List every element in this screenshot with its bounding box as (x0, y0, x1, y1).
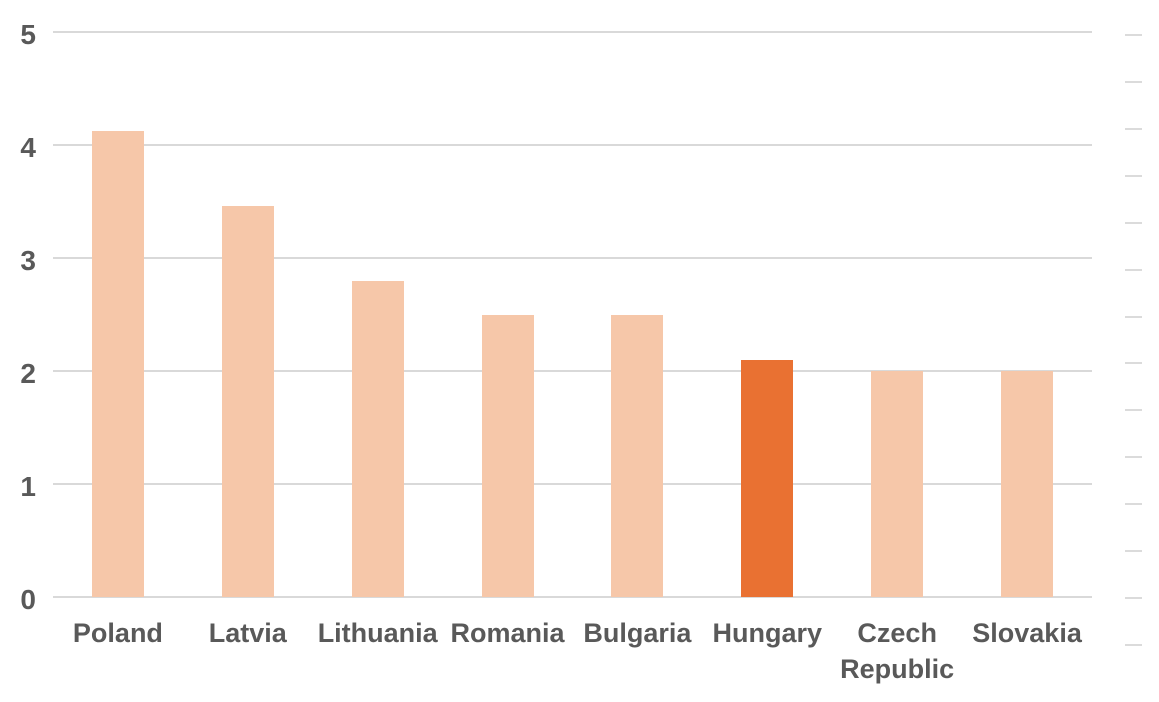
secondary-axis-tick (1125, 456, 1142, 459)
y-axis-label-4: 4 (20, 132, 36, 163)
x-axis-label-lithuania: Lithuania (317, 618, 438, 648)
x-axis-label-czech-republic: Czech Republic (840, 618, 955, 684)
bar-hungary (741, 359, 794, 597)
secondary-axis-tick (1125, 362, 1142, 365)
gridline-y-4 (53, 144, 1092, 146)
x-axis-label-latvia: Latvia (208, 618, 287, 648)
secondary-axis-tick (1125, 80, 1142, 83)
x-axis-label-bulgaria: Bulgaria (583, 618, 692, 648)
y-axis-label-0: 0 (20, 584, 36, 615)
gridline-y-1 (53, 483, 1092, 485)
bar-lithuania (351, 280, 404, 597)
plot-area (53, 31, 1092, 598)
x-axis-label-romania: Romania (450, 618, 565, 648)
bar-bulgaria (611, 314, 664, 597)
secondary-axis-tick (1125, 503, 1142, 506)
secondary-axis-tick (1125, 221, 1142, 224)
bar-slovakia (1001, 371, 1054, 597)
bar-romania (481, 314, 534, 597)
secondary-axis-tick (1125, 409, 1142, 412)
secondary-axis-tick (1125, 34, 1142, 36)
gridline-y-5 (53, 31, 1092, 33)
secondary-axis-tick (1125, 315, 1142, 318)
secondary-axis-tick (1125, 644, 1142, 646)
bar-latvia (221, 206, 274, 597)
secondary-axis-tick (1125, 268, 1142, 271)
gridline-y-0 (53, 596, 1092, 598)
bar-poland (91, 131, 144, 597)
gridline-y-2 (53, 370, 1092, 372)
x-axis-label-poland: Poland (72, 618, 163, 648)
x-axis-label-hungary: Hungary (712, 618, 823, 648)
secondary-axis-tick (1125, 550, 1142, 553)
bar-czech-republic (871, 371, 924, 597)
x-axis-label-slovakia: Slovakia (972, 618, 1082, 648)
y-axis-label-3: 3 (20, 245, 36, 276)
y-axis-label-2: 2 (20, 358, 36, 389)
secondary-axis-tick (1125, 127, 1142, 130)
y-axis-label-1: 1 (20, 471, 36, 502)
secondary-axis-tick (1125, 174, 1142, 177)
y-axis-label-5: 5 (20, 19, 36, 50)
secondary-axis-tick (1125, 597, 1142, 600)
gridline-y-3 (53, 257, 1092, 259)
